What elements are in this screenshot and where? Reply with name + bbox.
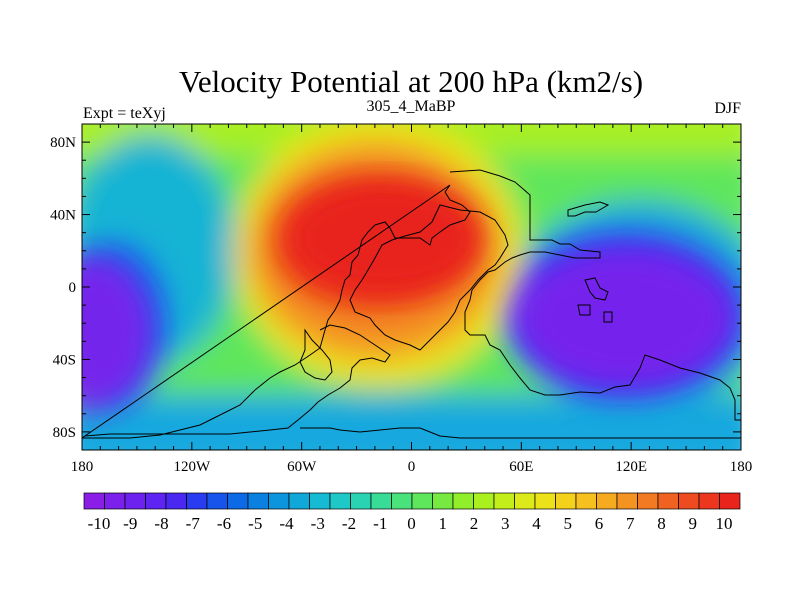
colorbar-label: 3 xyxy=(501,514,510,533)
colorbar-label: 7 xyxy=(626,514,635,533)
colorbar-label: 9 xyxy=(689,514,698,533)
colorbar-swatch xyxy=(165,492,187,510)
x-tick-label: 180 xyxy=(730,459,753,475)
colorbar-swatch xyxy=(698,492,720,510)
colorbar-swatch xyxy=(432,492,454,510)
colorbar-label: -5 xyxy=(248,514,262,533)
colorbar-labels: -10 -9 -8 -7 -6 -5 -4 -3 -2 -1 0 1 2 3 4 5 6 7 8 9 10 xyxy=(88,514,733,533)
x-tick-labels: 180 120W 60W 0 60E 120E 180 xyxy=(71,459,753,475)
coastline-islands xyxy=(577,277,613,323)
colorbar-swatch xyxy=(268,492,290,510)
y-tick-label: 0 xyxy=(69,280,77,296)
colorbar-swatch xyxy=(596,492,618,510)
colorbar-label: 1 xyxy=(439,514,448,533)
colorbar-swatch xyxy=(719,492,741,510)
y-tick-labels: 80N 40N 0 40S 80S xyxy=(50,135,76,441)
colorbar-swatch xyxy=(555,492,577,510)
contour-field xyxy=(82,124,741,450)
colorbar-label: 0 xyxy=(407,514,416,533)
colorbar-label: 6 xyxy=(595,514,604,533)
colorbar-label: -4 xyxy=(279,514,294,533)
colorbar-swatch xyxy=(514,492,536,510)
y-tick-label: 40N xyxy=(50,208,76,224)
coastline-northeast xyxy=(567,201,610,217)
colorbar-swatch xyxy=(186,492,208,510)
colorbar-swatch xyxy=(206,492,228,510)
colorbar-label: -7 xyxy=(186,514,201,533)
experiment-label: Expt = teXyj xyxy=(83,105,166,122)
colorbar-swatch xyxy=(678,492,700,510)
coastline-south-america xyxy=(84,324,391,437)
colorbar-label: -3 xyxy=(311,514,325,533)
colorbar-swatch xyxy=(391,492,413,510)
coastline-africa xyxy=(349,204,509,351)
colorbar-swatch xyxy=(83,492,105,510)
coastline-peninsula xyxy=(299,328,333,381)
colorbar-swatch xyxy=(493,492,515,510)
x-tick-label: 0 xyxy=(408,459,416,475)
colorbar-swatch xyxy=(411,492,433,510)
colorbar-swatch xyxy=(227,492,249,510)
coastline-main xyxy=(82,169,741,439)
field-centre-maximum xyxy=(289,183,481,293)
chart-title: Velocity Potential at 200 hPa (km2/s) xyxy=(179,64,643,99)
colorbar-swatch xyxy=(370,492,392,510)
colorbar-label: 5 xyxy=(564,514,573,533)
x-tick-label: 60E xyxy=(509,459,533,475)
colorbar-swatch xyxy=(145,492,167,510)
colorbar-swatch xyxy=(473,492,495,510)
y-tick-label: 80S xyxy=(53,425,76,441)
y-tick-label: 80N xyxy=(50,135,76,151)
colorbar-label: 2 xyxy=(470,514,479,533)
x-tick-label: 180 xyxy=(71,459,94,475)
x-tick-label: 120W xyxy=(173,459,211,475)
colorbar-swatch xyxy=(309,492,331,510)
colorbar-swatch xyxy=(329,492,351,510)
colorbar-label: 10 xyxy=(716,514,733,533)
x-tick-marks xyxy=(81,124,742,450)
colorbar-label: -8 xyxy=(154,514,168,533)
colorbar xyxy=(83,492,741,510)
colorbar-swatch xyxy=(350,492,372,510)
period-label: 305_4_MaBP xyxy=(367,98,456,115)
colorbar-swatch xyxy=(452,492,474,510)
x-tick-label: 60W xyxy=(287,459,317,475)
colorbar-swatch xyxy=(575,492,597,510)
y-tick-marks xyxy=(82,123,741,451)
colorbar-swatch xyxy=(124,492,146,510)
field-east-minimum xyxy=(513,246,737,390)
y-tick-label: 40S xyxy=(53,352,76,368)
colorbar-label: -1 xyxy=(373,514,387,533)
colorbar-swatch xyxy=(288,492,310,510)
colorbar-swatch xyxy=(637,492,659,510)
colorbar-label: 8 xyxy=(657,514,666,533)
field-west-minimum xyxy=(82,255,154,411)
season-label: DJF xyxy=(714,100,741,117)
colorbar-label: -6 xyxy=(217,514,231,533)
colorbar-label: 4 xyxy=(532,514,541,533)
colorbar-label: -9 xyxy=(123,514,137,533)
continent-outlines xyxy=(82,169,741,439)
colorbar-swatch xyxy=(247,492,269,510)
x-tick-label: 120E xyxy=(615,459,647,475)
colorbar-swatch xyxy=(657,492,679,510)
colorbar-swatch xyxy=(616,492,638,510)
colorbar-swatch xyxy=(534,492,556,510)
colorbar-swatch xyxy=(104,492,126,510)
colorbar-label: -2 xyxy=(342,514,356,533)
colorbar-label: -10 xyxy=(88,514,111,533)
